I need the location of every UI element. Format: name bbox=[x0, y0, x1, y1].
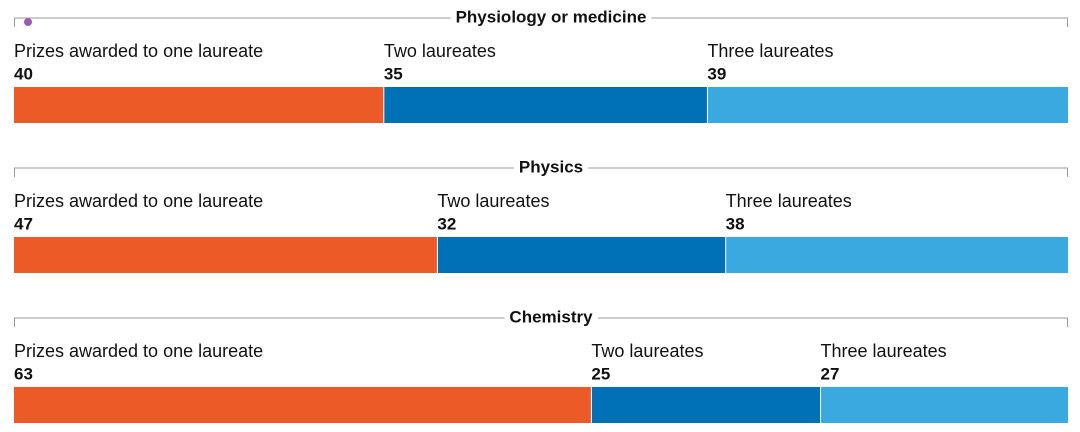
panel-title: Chemistry bbox=[509, 307, 593, 326]
value-label: 63 bbox=[14, 364, 33, 383]
value-label: 25 bbox=[591, 364, 610, 383]
title-background bbox=[513, 157, 589, 177]
value-label: 47 bbox=[14, 214, 33, 233]
value-label: 38 bbox=[726, 214, 745, 233]
title-background bbox=[450, 7, 652, 27]
bar-segment bbox=[437, 237, 726, 273]
segment-label: Prizes awarded to one laureate bbox=[14, 341, 263, 361]
segment-label: Prizes awarded to one laureate bbox=[14, 41, 263, 61]
title-background bbox=[504, 307, 599, 327]
bar-segment bbox=[707, 87, 1068, 123]
marker-dot bbox=[24, 18, 32, 26]
segment-label: Two laureates bbox=[437, 191, 549, 211]
segment-label: Three laureates bbox=[726, 191, 852, 211]
bar-segment bbox=[725, 237, 1068, 273]
value-label: 35 bbox=[384, 64, 403, 83]
segment-label: Three laureates bbox=[707, 41, 833, 61]
panel-title: Physiology or medicine bbox=[456, 7, 647, 26]
segment-label: Two laureates bbox=[384, 41, 496, 61]
value-label: 40 bbox=[14, 64, 33, 83]
segment-label: Prizes awarded to one laureate bbox=[14, 191, 263, 211]
bar-segment bbox=[14, 387, 592, 423]
value-label: 27 bbox=[821, 364, 840, 383]
panel-title: Physics bbox=[519, 157, 583, 176]
bar-segment bbox=[14, 87, 384, 123]
bar-segment bbox=[383, 87, 708, 123]
segment-label: Three laureates bbox=[821, 341, 947, 361]
segment-label: Two laureates bbox=[591, 341, 703, 361]
value-label: 32 bbox=[437, 214, 456, 233]
value-label: 39 bbox=[707, 64, 726, 83]
bar-segment bbox=[591, 387, 821, 423]
bar-segment bbox=[820, 387, 1068, 423]
bar-segment bbox=[14, 237, 438, 273]
